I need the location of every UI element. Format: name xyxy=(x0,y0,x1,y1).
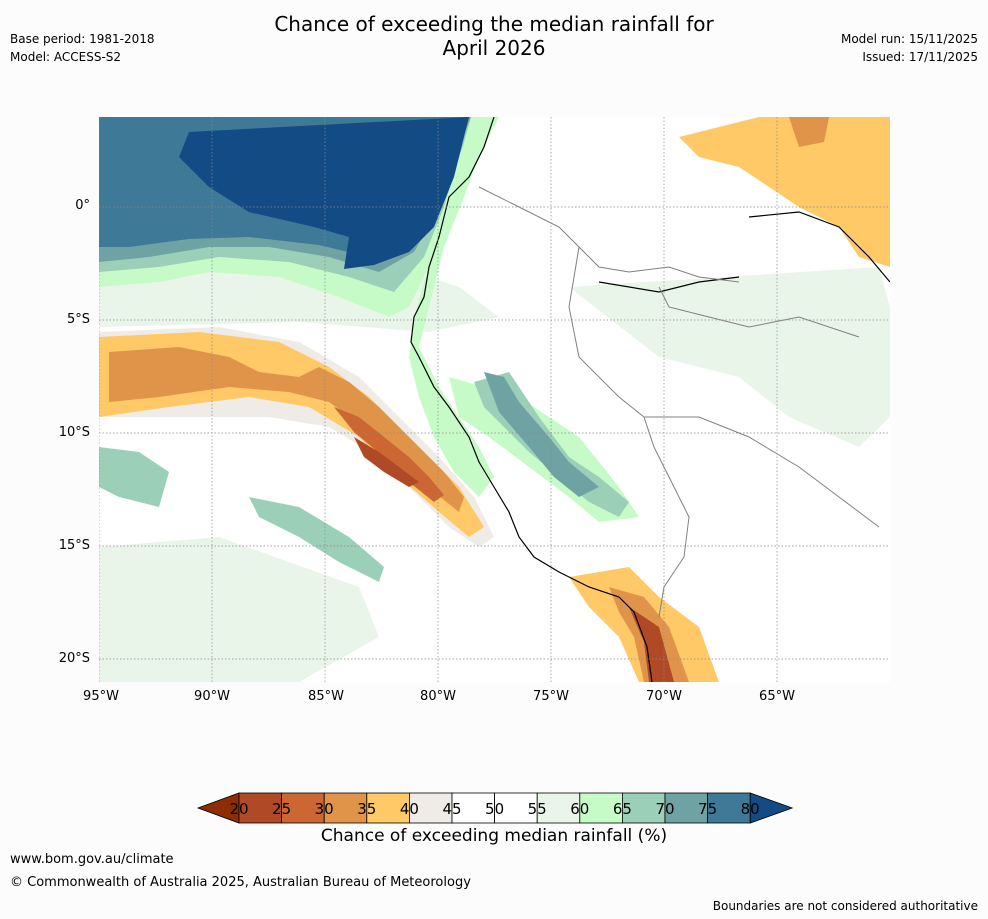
colorbar-tick-label: 70 xyxy=(655,800,675,818)
colorbar-tick-label: 40 xyxy=(399,800,419,818)
region-gt80-ocean xyxy=(179,117,469,269)
region-70-west xyxy=(99,447,169,507)
graticule xyxy=(99,117,890,682)
lat-label-0: 0° xyxy=(75,198,90,213)
lon-label-90w: 90°W xyxy=(194,689,230,704)
region-75-andes xyxy=(484,372,599,497)
meta-left: Base period: 1981-2018 Model: ACCESS-S2 xyxy=(10,30,155,66)
colorbar-tick-label: 75 xyxy=(698,800,718,818)
colorbar-cell xyxy=(622,792,666,824)
colorbar-cell xyxy=(494,792,538,824)
title-line-1: Chance of exceeding the median rainfall … xyxy=(274,12,714,36)
region-60-southwest xyxy=(99,537,379,682)
title-line-2: April 2026 xyxy=(442,36,546,60)
model-name: Model: ACCESS-S2 xyxy=(10,50,122,64)
lat-label-20s: 20°S xyxy=(58,651,90,666)
base-period: Base period: 1981-2018 xyxy=(10,32,155,46)
colorbar-cell xyxy=(281,792,325,824)
footer-url[interactable]: www.bom.gov.au/climate xyxy=(10,852,174,867)
issued-date: Issued: 17/11/2025 xyxy=(862,50,978,64)
region-20-offshore xyxy=(354,437,419,487)
region-30-northeast xyxy=(789,117,829,147)
country-boundaries xyxy=(478,186,880,618)
colorbar-cell xyxy=(451,792,495,824)
colorbar-tick-label: 80 xyxy=(740,800,760,818)
colorbar-cells xyxy=(196,792,794,824)
lon-label-70w: 70°W xyxy=(646,689,682,704)
meta-right: Model run: 15/11/2025 Issued: 17/11/2025 xyxy=(841,30,978,66)
colorbar-tick-label: 65 xyxy=(612,800,632,818)
colorbar-tick-label: 50 xyxy=(485,800,505,818)
region-25-offshore xyxy=(334,407,444,502)
lon-label-85w: 85°W xyxy=(308,689,344,704)
map-svg xyxy=(99,117,890,682)
rainfall-map xyxy=(99,117,890,682)
lon-label-95w: 95°W xyxy=(83,689,119,704)
coastline xyxy=(410,117,653,682)
lat-label-15s: 15°S xyxy=(58,538,90,553)
colorbar-cell xyxy=(707,792,751,824)
lat-label-10s: 10°S xyxy=(58,425,90,440)
colorbar-tick-label: 45 xyxy=(442,800,462,818)
map-title: Chance of exceeding the median rainfall … xyxy=(0,12,988,60)
region-20-south-andes xyxy=(629,607,674,682)
colorbar xyxy=(196,792,794,824)
colorbar-cell xyxy=(323,792,368,824)
region-30-offshore xyxy=(109,347,464,512)
region-70-southwest xyxy=(249,497,384,582)
colorbar-cell xyxy=(366,792,410,824)
colorbar-tick-label: 20 xyxy=(229,800,249,818)
region-60-land-north xyxy=(569,267,890,447)
colorbar-tick-label: 55 xyxy=(527,800,547,818)
footer-copyright: © Commonwealth of Australia 2025, Austra… xyxy=(10,875,471,890)
lon-label-75w: 75°W xyxy=(533,689,569,704)
lon-label-65w: 65°W xyxy=(759,689,795,704)
colorbar-tick-label: 25 xyxy=(272,800,292,818)
colorbar-extend-high xyxy=(749,792,794,824)
colorbar-title: Chance of exceeding median rainfall (%) xyxy=(320,826,668,846)
amazon-river xyxy=(748,211,890,283)
colorbar-cell xyxy=(579,792,623,824)
colorbar-cell xyxy=(536,792,581,824)
colorbar-tick-label: 30 xyxy=(314,800,334,818)
model-run: Model run: 15/11/2025 xyxy=(840,32,978,46)
colorbar-tick-label: 60 xyxy=(570,800,590,818)
region-35-northeast xyxy=(679,117,890,267)
lat-label-5s: 5°S xyxy=(66,312,90,327)
region-65-coastal xyxy=(409,117,499,497)
colorbar-cell xyxy=(664,792,708,824)
colorbar-tick-label: 35 xyxy=(357,800,377,818)
footer-disclaimer: Boundaries are not considered authoritat… xyxy=(712,899,978,913)
lon-label-80w: 80°W xyxy=(420,689,456,704)
